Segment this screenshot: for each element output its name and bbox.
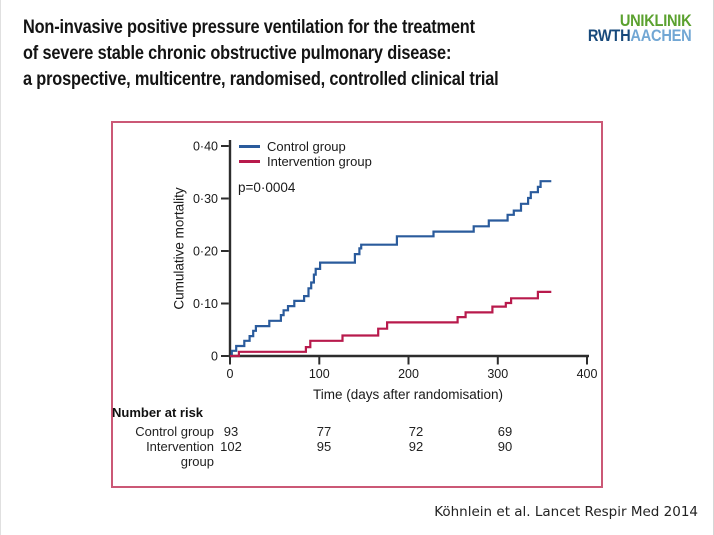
uniklinik-rwth-aachen-logo: UNIKLINIK RWTHAACHEN [587,11,691,45]
logo-rwth-aachen: RWTHAACHEN [587,26,691,45]
citation: Köhnlein et al. Lancet Respir Med 2014 [434,504,698,520]
control-line-swatch [239,145,260,148]
risk-value: 72 [408,424,424,439]
intervention-line-swatch [239,160,260,163]
risk-value: 95 [316,439,332,454]
risk-value: 77 [316,424,332,439]
y-axis-label: Cumulative mortality [171,187,187,310]
risk-value: 93 [223,424,239,439]
legend-label-control: Control group [267,139,346,154]
logo-uniklinik: UNIKLINIK [619,11,691,30]
legend-row-control: Control group [239,139,372,154]
risk-value: 92 [408,439,424,454]
risk-table-heading: Number at risk [112,405,204,420]
title-line-3: a prospective, multicentre, randomised, … [23,69,499,90]
risk-row-label-intervention: Intervention [146,439,214,454]
legend-label-intervention: Intervention group [267,154,372,169]
risk-value: 90 [497,439,513,454]
risk-row-label-intervention-2: group [180,454,214,469]
slide-title: Non-invasive positive pressure ventilati… [23,15,499,93]
risk-row-label-control: Control group [135,424,214,439]
p-value-annotation: p=0·0004 [238,180,296,195]
risk-value: 69 [497,424,513,439]
logo-rwth: RWTH [587,26,630,45]
legend-row-intervention: Intervention group [239,154,372,169]
chart-legend: Control group Intervention group [239,139,372,169]
logo-aachen: AACHEN [629,26,691,45]
title-line-1: Non-invasive positive pressure ventilati… [23,17,475,38]
x-axis-label: Time (days after randomisation) [312,387,504,402]
title-line-2: of severe stable chronic obstructive pul… [23,43,452,64]
risk-value: 102 [220,439,242,454]
